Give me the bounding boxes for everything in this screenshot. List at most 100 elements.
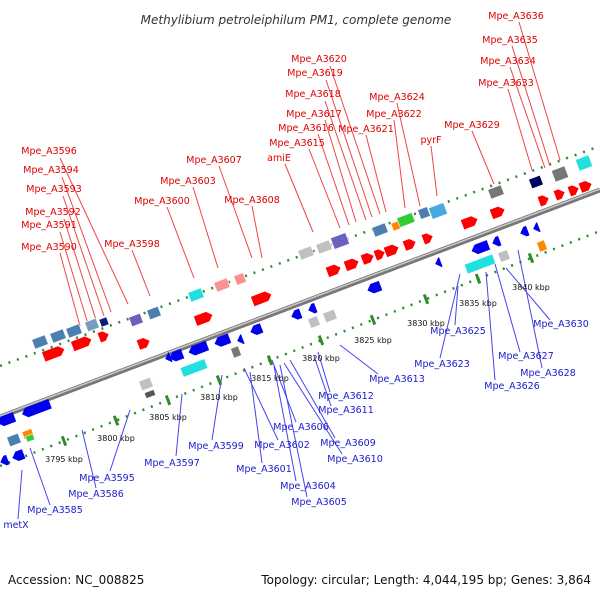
feature-block (536, 239, 548, 253)
leader-line (59, 252, 81, 327)
leader-line (317, 133, 350, 226)
feature-block (330, 232, 350, 250)
reverse-gene-arrow (533, 222, 541, 232)
gene-label: Mpe_A3607 (186, 155, 242, 166)
forward-gene-arrow (537, 195, 549, 207)
gene-label: Mpe_A3592 (25, 207, 81, 218)
forward-gene-arrow (343, 258, 359, 272)
forward-gene-arrow (383, 244, 399, 258)
position-label: 3810 kbp (200, 393, 238, 402)
leader-line (324, 119, 357, 223)
position-label: 3820 kbp (302, 354, 340, 363)
forward-gene-arrow (421, 233, 433, 245)
leader-line (393, 119, 406, 209)
feature-block (315, 239, 333, 255)
leader-line (505, 267, 551, 321)
feature-block (146, 305, 162, 321)
position-tick (527, 252, 535, 264)
leader-line (289, 359, 336, 439)
gene-label: Mpe_A3626 (484, 381, 540, 392)
gene-label: Mpe_A3625 (430, 326, 486, 337)
forward-gene-arrow (250, 291, 272, 307)
feature-block (396, 212, 416, 228)
leader-line (63, 218, 97, 321)
leader-line (251, 205, 263, 259)
gene-label: Mpe_A3617 (286, 109, 342, 120)
leader-line (511, 45, 551, 167)
leader-line (339, 344, 379, 375)
feature-block (98, 316, 110, 328)
feature-block (138, 376, 154, 392)
gene-label: Mpe_A3616 (278, 123, 334, 134)
leader-line (218, 165, 253, 259)
gene-label: Mpe_A3609 (320, 438, 376, 449)
feature-block (143, 389, 157, 399)
gene-label: Mpe_A3613 (369, 374, 425, 385)
gene-label: Mpe_A3596 (21, 146, 77, 157)
reverse-gene-arrow (471, 240, 491, 255)
forward-gene-arrow (193, 311, 213, 326)
leader-line (17, 469, 23, 520)
feature-block (297, 245, 315, 261)
gene-label: Mpe_A3619 (287, 68, 343, 79)
gene-label: Mpe_A3591 (21, 220, 77, 231)
gene-label: Mpe_A3608 (224, 195, 280, 206)
leader-line (324, 100, 367, 221)
gene-label: Mpe_A3605 (291, 497, 347, 508)
gene-label: Mpe_A3601 (236, 464, 292, 475)
gene-label: Mpe_A3586 (68, 489, 124, 500)
gene-label: amiE (267, 153, 291, 164)
position-tick (266, 355, 274, 366)
genome-stats-text: Topology: circular; Length: 4,044,195 bp… (260, 573, 591, 587)
position-label: 3805 kbp (149, 413, 187, 422)
leader-line (192, 186, 219, 269)
leader-line (454, 285, 459, 326)
leader-line (517, 249, 543, 369)
gene-label: Mpe_A3621 (338, 124, 394, 135)
gene-label: Mpe_A3636 (488, 11, 544, 22)
feature-block (233, 272, 247, 286)
label-leader-lines (17, 21, 561, 520)
feature-block (230, 345, 242, 359)
accession-text: Accession: NC_008825 (8, 573, 144, 587)
gene-label: Mpe_A3597 (144, 458, 200, 469)
forward-gene-arrow (360, 252, 374, 265)
leader-line (325, 79, 373, 218)
position-label: 3815 kbp (251, 374, 289, 383)
feature-block (24, 433, 36, 443)
genome-backbone (0, 187, 600, 420)
forward-gene-arrow (41, 346, 65, 362)
feature-blocks (6, 154, 594, 448)
leader-line (329, 65, 381, 215)
gene-label: Mpe_A3624 (369, 92, 425, 103)
feature-block (428, 202, 448, 220)
map-title: Methylibium petroleiphilum PM1, complete… (141, 13, 452, 27)
feature-block (528, 174, 544, 190)
leader-line (166, 206, 195, 279)
forward-gene-arrow (70, 336, 92, 352)
feature-block (65, 323, 83, 339)
leader-line (109, 409, 131, 472)
gene-label: Mpe_A3593 (26, 184, 82, 195)
gene-label: Mpe_A3590 (21, 242, 77, 253)
position-tick (369, 314, 377, 326)
leader-line (243, 367, 279, 441)
reverse-gene-arrow (21, 399, 52, 418)
leader-line (518, 21, 561, 161)
reverse-gene-arrow (435, 257, 443, 267)
leader-line (131, 249, 151, 297)
forward-gene-arrow (325, 264, 341, 278)
position-ticks (60, 252, 535, 447)
gene-label: Mpe_A3599 (188, 441, 244, 452)
gene-label: pyrF (420, 135, 441, 146)
gene-label: Mpe_A3585 (27, 505, 83, 516)
forward-gene-arrow (489, 206, 505, 220)
feature-block (574, 154, 594, 172)
reverse-gene-arrow (0, 454, 10, 466)
feature-block (497, 249, 511, 263)
gene-label: Mpe_A3620 (291, 54, 347, 65)
leader-line (430, 145, 438, 197)
position-tick (164, 394, 172, 406)
leader-line (313, 355, 332, 407)
